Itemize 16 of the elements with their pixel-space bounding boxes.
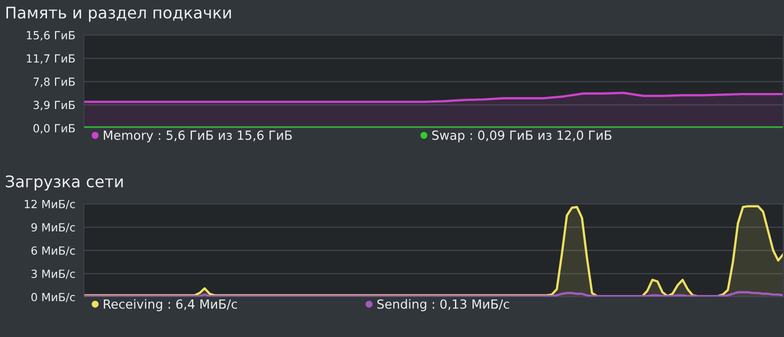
y-tick-label: 11,7 ГиБ: [26, 54, 75, 64]
chart-title: Память и раздел подкачки: [6, 6, 231, 22]
legend-label: Receiving : 6,4 МиБ/с: [104, 299, 238, 312]
y-tick-label: 9 МиБ/с: [31, 223, 75, 232]
y-tick-label: 3,9 ГиБ: [34, 100, 75, 110]
legend-label: Swap : 0,09 ГиБ из 12,0 ГиБ: [432, 130, 612, 142]
legend-label: Sending : 0,13 МиБ/с: [377, 299, 510, 312]
y-tick-label: 7,8 ГиБ: [34, 78, 75, 88]
y-tick-label: 0,0 ГиБ: [33, 124, 75, 134]
y-tick-label: 3 МиБ/с: [32, 270, 75, 279]
y-tick-label: 0 МиБ/с: [31, 292, 75, 302]
y-tick-label: 6 МиБ/с: [31, 246, 75, 256]
legend-label: Memory : 5,6 ГиБ из 15,6 ГиБ: [104, 130, 292, 142]
y-tick-label: 12 МиБ/с: [24, 200, 75, 210]
y-tick-label: 15,6 ГиБ: [26, 31, 75, 41]
chart-title: Загрузка сети: [6, 175, 123, 191]
